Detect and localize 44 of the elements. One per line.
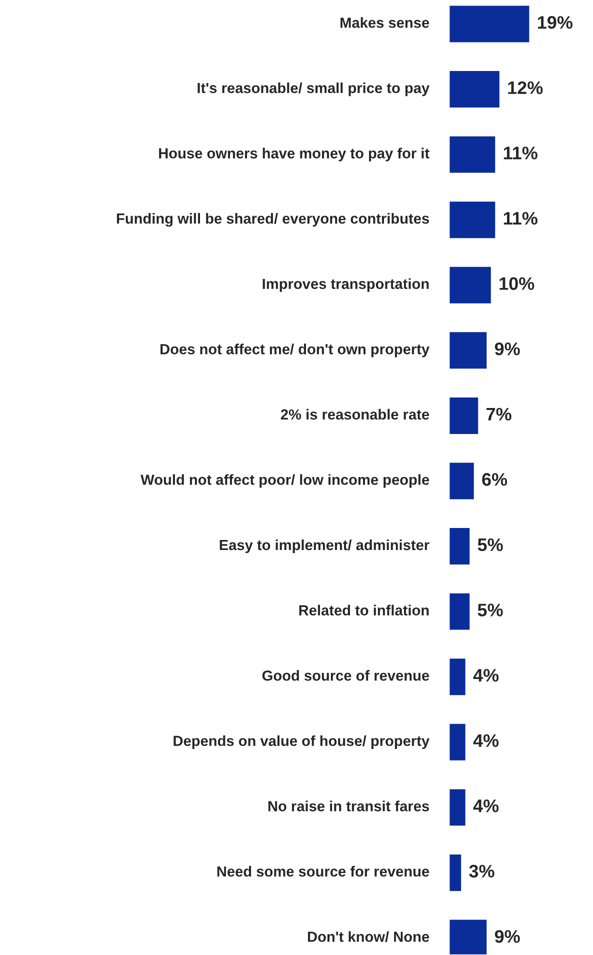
data-label: 9% <box>494 342 520 356</box>
data-label: 6% <box>482 473 508 486</box>
data-label: 12% <box>508 81 543 94</box>
y-tick-label: Easy to implement/ administer <box>220 539 430 554</box>
bar <box>449 134 497 174</box>
y-tick-label: Improves transportation <box>262 278 429 292</box>
data-label: 19% <box>538 16 573 29</box>
bar <box>449 788 467 828</box>
data-label: 9% <box>494 930 520 943</box>
data-label: 7% <box>486 408 512 421</box>
y-tick-label: Don't know/ None <box>308 931 430 942</box>
data-label: 5% <box>478 538 503 552</box>
bar <box>449 266 492 305</box>
y-tick-label: Makes sense <box>340 17 430 28</box>
data-label: 3% <box>469 864 494 878</box>
bar <box>449 200 497 240</box>
bar <box>449 70 501 109</box>
y-tick-label: Would not affect poor/ low income people <box>140 474 430 488</box>
bar <box>449 722 467 762</box>
data-label: 5% <box>478 604 503 616</box>
bar <box>449 526 471 566</box>
y-tick-label: No raise in transit fares <box>268 800 429 812</box>
y-tick-label: Need some source for revenue <box>217 866 430 877</box>
y-tick-label: Related to inflation <box>299 604 429 616</box>
data-label: 4% <box>473 734 499 747</box>
y-tick-label: Depends on value of house/ property <box>174 735 430 749</box>
y-tick-label: Good source of revenue <box>262 670 430 681</box>
bar <box>449 657 467 696</box>
bar <box>449 330 488 370</box>
y-tick-label: It's reasonable/ small price to pay <box>198 82 430 96</box>
bar <box>449 396 480 436</box>
data-label: 4% <box>473 800 499 812</box>
bar <box>449 592 471 632</box>
bar <box>449 853 462 892</box>
y-tick-label: Funding will be shared/ everyone contributes <box>116 213 429 227</box>
bar <box>449 4 531 44</box>
y-tick-label: 2% is reasonable rate <box>280 408 430 420</box>
y-tick-label: Does not affect me/ don't own property <box>160 344 430 358</box>
data-label: 4% <box>473 668 499 682</box>
data-label: 11% <box>504 212 538 225</box>
data-label: 11% <box>504 146 538 160</box>
bar <box>449 461 476 501</box>
data-label: 10% <box>500 277 534 290</box>
y-tick-label: House owners have money to pay for it <box>159 148 430 162</box>
